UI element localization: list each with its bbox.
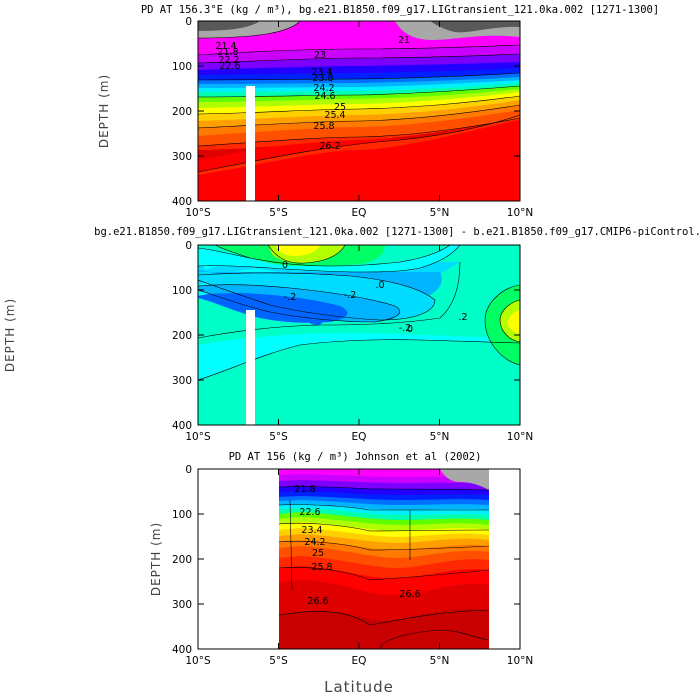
y-tick-label: 100 xyxy=(172,509,192,521)
y-tick-label: 300 xyxy=(172,375,192,387)
panel-2-ylabel: DEPTH (m) xyxy=(3,298,17,372)
x-tick-label: 10°S xyxy=(185,207,211,219)
contour-label: 26.6 xyxy=(399,589,420,600)
panel-2: bg.e21.B1850.f09_g17.LIGtransient_121.0k… xyxy=(3,226,700,443)
contour-label: 24.6 xyxy=(314,91,335,102)
x-tick-label: 10°S xyxy=(185,655,211,667)
svg-text:DEPTH (m): DEPTH (m) xyxy=(3,298,17,372)
panel-3-ylabel: DEPTH (m) xyxy=(149,522,163,596)
panel-2-axes: 10°S 5°S EQ 5°N 10°N 0 100 200 300 400 xyxy=(172,240,533,443)
contour-label: 23.4 xyxy=(311,67,332,78)
panel-1-axes: 10°S 5°S EQ 5°N 10°N 0 100 200 300 400 xyxy=(172,16,533,219)
panel-1-ylabel: DEPTH (m) xyxy=(97,74,111,148)
x-tick-label: 5°N xyxy=(430,207,450,219)
x-tick-label: EQ xyxy=(352,431,367,443)
y-tick-label: 100 xyxy=(172,61,192,73)
panel-3-field xyxy=(279,469,489,649)
panel-2-contour-labels: 0-.2 -.2-.2.0.20 xyxy=(282,260,468,335)
contour-label: 22.6 xyxy=(219,61,240,72)
x-axis-label: Latitude xyxy=(324,678,394,696)
contour-label: -.2 xyxy=(399,323,412,334)
x-tick-label: 5°S xyxy=(269,207,288,219)
panel-3-axes: 10°S 5°S EQ 5°N 10°N 0 100 200 300 400 xyxy=(172,464,533,667)
contour-label: 22.6 xyxy=(299,507,320,518)
panel-1: PD AT 156.3°E (kg / m³), bg.e21.B1850.f0… xyxy=(97,4,659,219)
panel-3-contour-labels: 21.8 22.6 23.424.225 25.8 26.6 26.6 xyxy=(294,484,420,607)
x-tick-label: 5°N xyxy=(430,431,450,443)
y-tick-label: 100 xyxy=(172,285,192,297)
y-tick-label: 0 xyxy=(185,16,192,28)
contour-label: 24.2 xyxy=(304,537,325,548)
panel-2-title: bg.e21.B1850.f09_g17.LIGtransient_121.0k… xyxy=(94,226,700,238)
svg-text:DEPTH (m): DEPTH (m) xyxy=(97,74,111,148)
contour-label: 0 xyxy=(407,324,413,335)
y-tick-label: 200 xyxy=(172,554,192,566)
contour-label: -.2 xyxy=(344,290,357,301)
x-tick-label: 5°S xyxy=(269,431,288,443)
contour-label: 0 xyxy=(282,260,288,271)
contour-label: .2 xyxy=(458,312,467,323)
y-tick-label: 200 xyxy=(172,106,192,118)
contour-label: 22.2 xyxy=(218,55,239,66)
contour-label: 25 xyxy=(312,548,324,559)
contour-label: 21.4 xyxy=(215,41,236,52)
y-tick-label: 400 xyxy=(172,644,192,656)
y-tick-label: 0 xyxy=(185,464,192,476)
x-tick-label: 10°N xyxy=(507,655,533,667)
contour-label: 24.2 xyxy=(313,83,334,94)
contour-label: 25.4 xyxy=(324,110,345,121)
contour-label: 23 xyxy=(314,50,326,61)
y-tick-label: 300 xyxy=(172,151,192,163)
x-tick-label: 10°N xyxy=(507,207,533,219)
x-tick-label: EQ xyxy=(352,207,367,219)
y-tick-label: 200 xyxy=(172,330,192,342)
contour-label: 25 xyxy=(334,102,346,113)
x-tick-label: 5°S xyxy=(269,655,288,667)
panel-1-field xyxy=(198,21,520,201)
contour-label: 25.8 xyxy=(313,121,334,132)
contour-label: 21.8 xyxy=(217,47,238,58)
contour-label: 21 xyxy=(398,35,410,46)
x-tick-label: EQ xyxy=(352,655,367,667)
x-tick-label: 10°N xyxy=(507,431,533,443)
contour-label: 26.2 xyxy=(319,141,340,152)
panel-3: PD AT 156 (kg / m³) Johnson et al (2002) xyxy=(149,451,533,696)
y-tick-label: 400 xyxy=(172,420,192,432)
x-tick-label: 10°S xyxy=(185,431,211,443)
y-tick-label: 0 xyxy=(185,240,192,252)
y-tick-label: 300 xyxy=(172,599,192,611)
panel-1-title: PD AT 156.3°E (kg / m³), bg.e21.B1850.f0… xyxy=(141,4,659,16)
contour-label: 25.8 xyxy=(311,562,332,573)
x-tick-label: 5°N xyxy=(430,655,450,667)
panel-1-contour-labels: 21 21.421.822.222.6 23 23.423.824.224.62525… xyxy=(215,35,410,152)
contour-label: 26.6 xyxy=(307,596,328,607)
y-tick-label: 400 xyxy=(172,196,192,208)
svg-text:DEPTH (m): DEPTH (m) xyxy=(149,522,163,596)
contour-label: 23.4 xyxy=(301,525,322,536)
contour-label: 21.8 xyxy=(294,484,315,495)
panel-2-field xyxy=(198,245,520,425)
contour-label: .0 xyxy=(375,280,384,291)
contour-label: 23.8 xyxy=(312,73,333,84)
contour-label: -.2 xyxy=(284,292,297,303)
panel-3-title: PD AT 156 (kg / m³) Johnson et al (2002) xyxy=(229,451,482,463)
